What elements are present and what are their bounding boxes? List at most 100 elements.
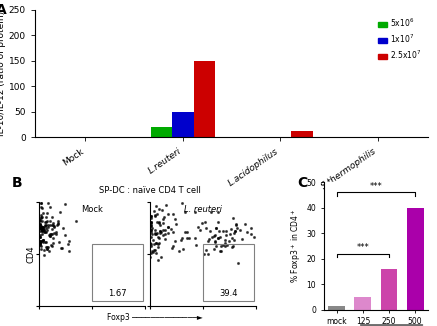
- Point: [64, 241, 71, 246]
- Point: [157, 229, 164, 234]
- Point: [38, 200, 45, 205]
- Point: [37, 222, 44, 227]
- Point: [153, 231, 160, 237]
- Point: [147, 242, 154, 247]
- Point: [168, 226, 175, 231]
- Point: [147, 214, 154, 219]
- Point: [171, 238, 178, 244]
- Point: [232, 222, 239, 227]
- Point: [230, 230, 237, 235]
- Point: [153, 241, 160, 246]
- Point: [49, 214, 55, 219]
- Point: [152, 248, 159, 253]
- Point: [38, 238, 45, 244]
- Point: [46, 222, 53, 228]
- Point: [147, 219, 154, 225]
- Point: [223, 232, 230, 237]
- Point: [241, 221, 248, 227]
- Point: [226, 232, 233, 237]
- Point: [148, 251, 155, 256]
- Point: [38, 224, 45, 229]
- Point: [215, 235, 222, 240]
- Bar: [354, 297, 371, 310]
- Bar: [406, 208, 423, 310]
- Point: [44, 228, 51, 233]
- Point: [159, 232, 166, 237]
- Point: [53, 230, 60, 235]
- Point: [215, 228, 222, 233]
- Point: [227, 227, 234, 232]
- Point: [42, 239, 49, 244]
- Point: [38, 205, 45, 210]
- Point: [39, 218, 46, 224]
- Point: [45, 248, 52, 253]
- Point: [53, 222, 60, 227]
- Point: [38, 246, 45, 251]
- Bar: [150, 127, 172, 137]
- Point: [61, 201, 68, 206]
- Point: [218, 248, 225, 254]
- Point: [41, 253, 48, 258]
- Point: [150, 237, 157, 243]
- Text: Foxp3 ──────────────►: Foxp3 ──────────────►: [107, 313, 202, 322]
- Point: [162, 236, 169, 241]
- Point: [40, 237, 47, 242]
- Point: [42, 226, 49, 231]
- Point: [56, 209, 63, 214]
- Point: [39, 229, 46, 234]
- Point: [175, 249, 182, 254]
- Point: [164, 224, 171, 230]
- Point: [248, 231, 255, 237]
- Point: [202, 247, 209, 252]
- Point: [39, 225, 46, 230]
- Point: [50, 240, 57, 245]
- Point: [48, 231, 55, 236]
- Point: [147, 241, 154, 246]
- Point: [154, 211, 161, 216]
- Point: [230, 237, 237, 243]
- Point: [229, 236, 236, 241]
- Point: [208, 210, 215, 215]
- Bar: [194, 61, 215, 137]
- Point: [61, 232, 68, 238]
- Point: [47, 233, 54, 239]
- Point: [156, 230, 163, 235]
- Point: [160, 227, 166, 232]
- Point: [217, 248, 224, 253]
- Point: [147, 219, 154, 224]
- Point: [40, 237, 47, 243]
- Point: [212, 238, 218, 244]
- Point: [239, 236, 246, 241]
- Point: [151, 231, 158, 236]
- Point: [37, 225, 44, 230]
- Point: [157, 228, 164, 233]
- Point: [45, 232, 52, 238]
- Point: [38, 212, 45, 217]
- Point: [55, 221, 62, 227]
- Point: [47, 205, 54, 210]
- Point: [223, 242, 230, 247]
- Point: [165, 230, 172, 235]
- Point: [37, 244, 44, 249]
- Bar: [92, 244, 143, 301]
- Point: [44, 247, 51, 252]
- Point: [42, 230, 49, 235]
- Bar: [172, 112, 194, 137]
- Point: [54, 221, 61, 226]
- Point: [39, 227, 46, 232]
- Point: [46, 234, 53, 239]
- Text: 1.67: 1.67: [108, 289, 127, 298]
- Point: [36, 240, 43, 245]
- Point: [164, 211, 171, 216]
- Point: [185, 235, 192, 240]
- Point: [199, 220, 206, 225]
- Point: [42, 214, 49, 219]
- Point: [36, 221, 43, 226]
- Point: [234, 226, 241, 231]
- Point: [170, 212, 177, 217]
- Point: [233, 221, 240, 227]
- Point: [37, 221, 44, 227]
- Point: [50, 222, 57, 227]
- Point: [150, 242, 157, 247]
- Point: [212, 232, 218, 238]
